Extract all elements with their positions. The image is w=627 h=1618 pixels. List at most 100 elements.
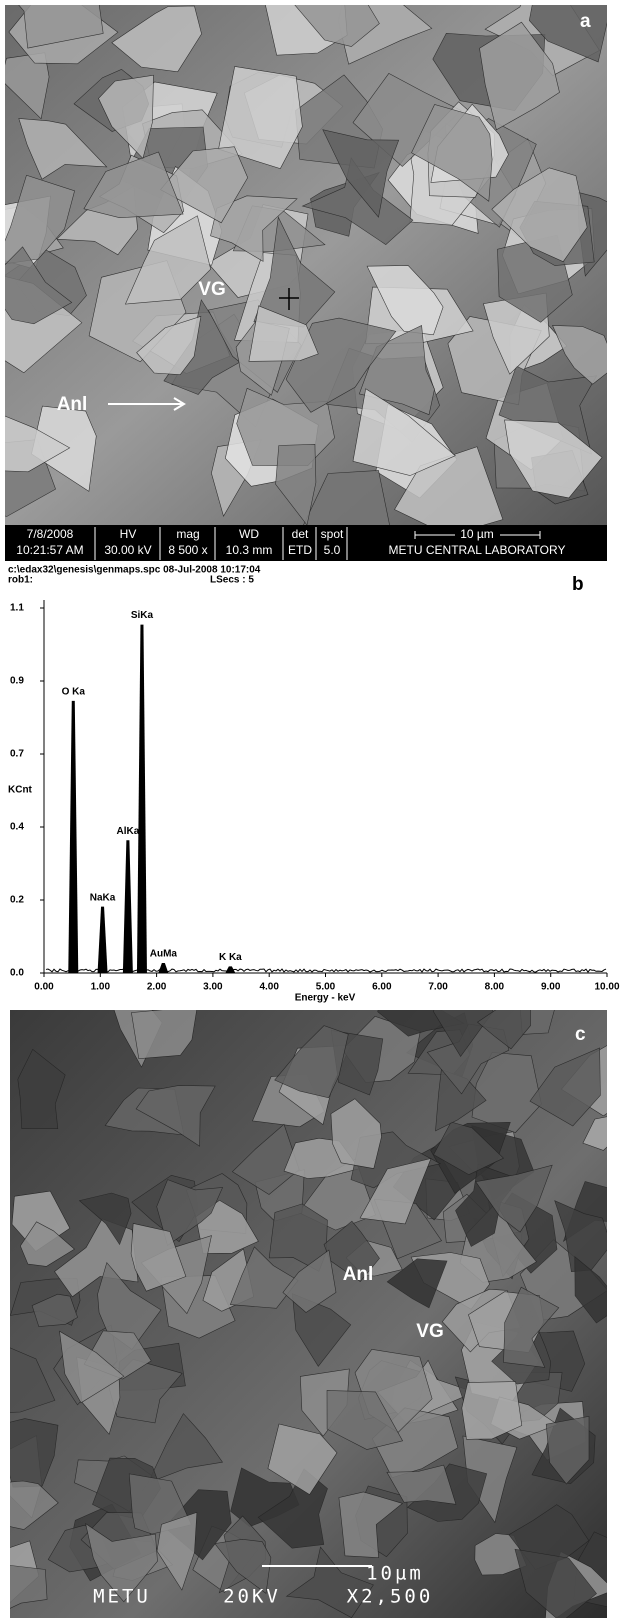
texture xyxy=(462,1435,518,1524)
texture xyxy=(111,5,202,73)
live-seconds: LSecs : 5 xyxy=(210,575,254,586)
texture xyxy=(156,1179,224,1246)
spectrum-peak xyxy=(225,966,236,973)
texture xyxy=(529,1047,601,1127)
texture xyxy=(231,1123,300,1195)
info-value: 5.0 xyxy=(324,543,341,557)
scale-label: 10 µm xyxy=(460,527,494,541)
texture xyxy=(386,1464,457,1505)
texture xyxy=(359,1158,432,1225)
texture xyxy=(323,1220,380,1283)
texture xyxy=(366,265,444,336)
texture xyxy=(545,1415,590,1485)
texture xyxy=(218,66,303,170)
texture xyxy=(471,1052,542,1133)
peak-label: AuMa xyxy=(150,949,178,960)
spectrum-peak xyxy=(158,963,169,973)
texture xyxy=(5,246,73,325)
scale-label: 10µm xyxy=(366,1563,424,1585)
spectrum-peak xyxy=(122,840,133,973)
y-tick-label: 0.2 xyxy=(10,895,24,906)
info-value: 30.00 kV xyxy=(104,543,151,557)
texture xyxy=(78,1192,132,1246)
x-tick-label: 9.00 xyxy=(541,982,561,993)
footer-mag: X2,500 xyxy=(347,1586,434,1608)
texture xyxy=(18,5,104,49)
texture xyxy=(294,5,380,47)
texture xyxy=(248,305,319,362)
texture xyxy=(83,151,184,219)
texture xyxy=(275,443,317,525)
texture xyxy=(18,118,108,180)
texture xyxy=(352,388,456,476)
texture xyxy=(19,1221,76,1267)
panel-label: a xyxy=(580,11,591,32)
texture xyxy=(491,167,588,263)
texture xyxy=(282,1249,337,1313)
spectrum-peak xyxy=(68,700,79,973)
x-tick-label: 10.00 xyxy=(594,982,619,993)
info-header: HV xyxy=(120,527,137,541)
texture xyxy=(210,195,298,262)
texture xyxy=(285,1546,374,1618)
info-value: 8 500 x xyxy=(168,543,207,557)
peak-label: NaKa xyxy=(90,892,116,903)
info-header: mag xyxy=(176,527,199,541)
texture xyxy=(267,1423,338,1496)
panel-label: b xyxy=(572,574,584,595)
texture xyxy=(582,1116,607,1151)
texture xyxy=(479,21,560,131)
file-path: c:\edax32\genesis\genmaps.spc 08-Jul-200… xyxy=(8,565,261,576)
texture xyxy=(475,1164,553,1233)
image-label: VG xyxy=(198,279,225,300)
texture xyxy=(128,1473,192,1535)
texture xyxy=(552,325,607,385)
spectrum-peak xyxy=(97,906,108,973)
texture xyxy=(59,1330,125,1404)
crosshair xyxy=(279,288,299,310)
info-header: WD xyxy=(239,527,259,541)
texture xyxy=(274,1025,349,1099)
info-header: det xyxy=(292,527,309,541)
texture xyxy=(326,1390,404,1450)
texture xyxy=(156,1511,198,1591)
texture xyxy=(504,419,603,499)
x-tick-label: 4.00 xyxy=(259,982,279,993)
peak-label: AlKa xyxy=(116,826,139,837)
peak-label: SiKa xyxy=(131,610,154,621)
image-label: VG xyxy=(416,1321,443,1342)
image-label: Anl xyxy=(57,394,88,415)
y-tick-label: 1.1 xyxy=(10,603,24,614)
info-lab: METU CENTRAL LABORATORY xyxy=(389,543,566,557)
texture xyxy=(503,1286,560,1368)
texture xyxy=(136,315,202,376)
texture xyxy=(10,1565,48,1609)
texture xyxy=(461,1381,523,1440)
texture xyxy=(5,174,75,265)
texture xyxy=(130,1223,187,1292)
texture xyxy=(528,5,607,63)
x-tick-label: 2.00 xyxy=(147,982,167,993)
x-tick-label: 3.00 xyxy=(203,982,223,993)
texture xyxy=(10,1347,56,1413)
texture xyxy=(299,1368,350,1437)
footer-lab: METU xyxy=(93,1586,151,1608)
texture xyxy=(131,1010,198,1060)
info-date: 7/8/2008 xyxy=(27,527,74,541)
y-tick-label: 0.0 xyxy=(10,968,24,979)
texture xyxy=(476,1010,531,1050)
texture xyxy=(85,1522,158,1603)
texture xyxy=(10,1480,59,1530)
y-axis-label: KCnt xyxy=(8,785,33,796)
texture xyxy=(386,1258,448,1309)
x-axis-label: Energy - keV xyxy=(295,993,356,1004)
texture xyxy=(124,215,212,305)
y-tick-label: 0.4 xyxy=(10,822,24,833)
x-tick-label: 8.00 xyxy=(485,982,505,993)
x-tick-label: 0.00 xyxy=(34,982,54,993)
texture xyxy=(160,146,249,224)
peak-label: O Ka xyxy=(62,687,86,698)
texture xyxy=(229,1246,299,1309)
texture xyxy=(303,470,390,525)
